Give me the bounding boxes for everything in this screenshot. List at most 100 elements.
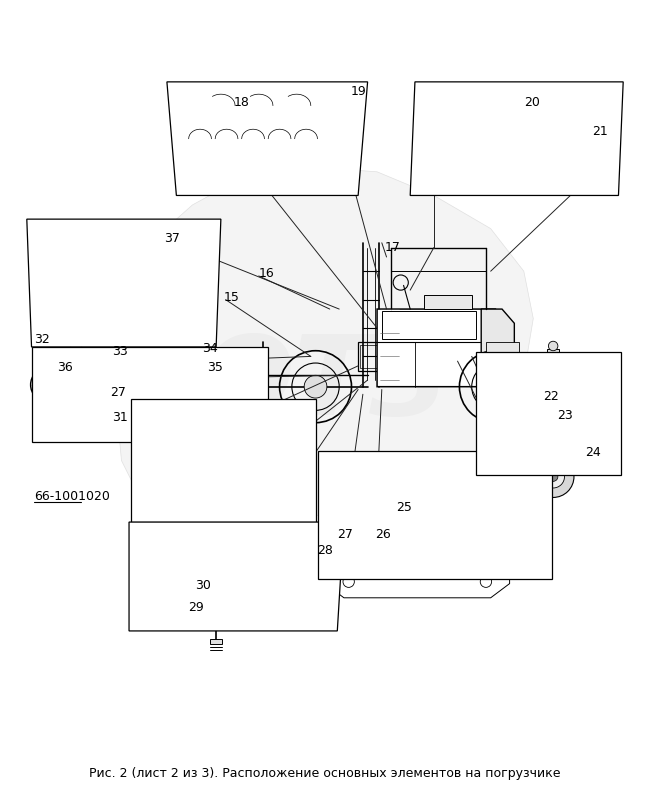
Bar — [70, 376, 107, 392]
Polygon shape — [499, 368, 619, 377]
Text: 66-1001020: 66-1001020 — [34, 490, 110, 503]
Text: 29: 29 — [188, 601, 203, 614]
Bar — [302, 96, 328, 110]
Text: 17: 17 — [385, 241, 400, 254]
Circle shape — [64, 318, 74, 328]
Polygon shape — [318, 451, 552, 579]
Bar — [197, 106, 335, 162]
Polygon shape — [481, 309, 514, 387]
Polygon shape — [325, 560, 510, 598]
Circle shape — [574, 145, 587, 157]
Circle shape — [174, 380, 190, 395]
Polygon shape — [607, 368, 619, 453]
Text: 31: 31 — [112, 411, 128, 425]
Text: 28: 28 — [317, 544, 333, 557]
Text: 22: 22 — [543, 390, 558, 403]
Circle shape — [163, 384, 171, 391]
Bar — [216, 425, 265, 441]
Text: 26: 26 — [375, 528, 391, 541]
Circle shape — [213, 619, 219, 624]
Text: 15: 15 — [224, 291, 240, 304]
Bar — [424, 295, 472, 309]
Polygon shape — [167, 82, 368, 195]
Circle shape — [532, 456, 574, 498]
Text: 19: 19 — [350, 85, 367, 98]
Circle shape — [61, 376, 78, 392]
Circle shape — [377, 541, 387, 550]
Bar — [70, 376, 126, 392]
Polygon shape — [178, 475, 273, 503]
Circle shape — [64, 379, 74, 388]
Polygon shape — [164, 555, 249, 612]
Polygon shape — [27, 219, 221, 347]
Bar — [207, 157, 287, 172]
Circle shape — [192, 384, 199, 391]
Text: 37: 37 — [164, 232, 180, 245]
Text: 23: 23 — [557, 409, 573, 422]
Circle shape — [549, 472, 558, 481]
Text: 32: 32 — [34, 333, 50, 346]
Circle shape — [70, 339, 82, 351]
Polygon shape — [70, 283, 186, 314]
Polygon shape — [346, 489, 383, 545]
Polygon shape — [129, 522, 344, 631]
Polygon shape — [218, 563, 244, 604]
Polygon shape — [145, 413, 169, 508]
Circle shape — [231, 452, 258, 479]
Text: 20: 20 — [524, 96, 539, 110]
Text: 25: 25 — [396, 501, 412, 515]
Polygon shape — [476, 352, 621, 475]
Bar — [547, 349, 559, 356]
Bar — [192, 101, 339, 167]
Text: 33: 33 — [112, 345, 128, 358]
Polygon shape — [32, 347, 268, 441]
Polygon shape — [164, 541, 263, 555]
Polygon shape — [330, 465, 519, 480]
Polygon shape — [159, 595, 268, 617]
Circle shape — [226, 380, 254, 408]
Polygon shape — [221, 357, 259, 432]
Circle shape — [549, 387, 558, 397]
Text: ОТЗ: ОТЗ — [200, 331, 450, 438]
Polygon shape — [543, 381, 563, 403]
Polygon shape — [249, 541, 263, 612]
Text: 27: 27 — [337, 528, 353, 541]
Polygon shape — [155, 229, 169, 280]
Text: 16: 16 — [259, 267, 274, 279]
Text: 21: 21 — [592, 125, 608, 137]
Circle shape — [209, 615, 223, 628]
Text: 30: 30 — [195, 579, 211, 592]
Bar — [486, 342, 519, 354]
Polygon shape — [174, 283, 186, 314]
Polygon shape — [145, 413, 302, 508]
Circle shape — [142, 380, 157, 395]
Polygon shape — [178, 563, 205, 604]
Circle shape — [304, 376, 327, 398]
Bar — [202, 96, 228, 110]
Circle shape — [146, 384, 153, 391]
Bar — [360, 345, 385, 368]
Bar — [382, 311, 476, 339]
Text: 36: 36 — [57, 361, 73, 374]
Text: Рис. 2 (лист 2 из 3). Расположение основных элементов на погрузчике: Рис. 2 (лист 2 из 3). Расположение основ… — [89, 768, 561, 781]
Circle shape — [159, 380, 174, 395]
Text: 27: 27 — [110, 386, 126, 399]
Circle shape — [484, 376, 507, 398]
Text: 35: 35 — [207, 361, 222, 374]
Bar — [211, 638, 222, 644]
Polygon shape — [499, 377, 607, 453]
Circle shape — [542, 465, 564, 488]
Circle shape — [232, 387, 248, 402]
Text: 34: 34 — [202, 342, 218, 356]
Polygon shape — [402, 489, 437, 545]
Circle shape — [239, 460, 250, 471]
Bar — [268, 96, 294, 110]
Polygon shape — [55, 229, 169, 280]
Bar — [358, 342, 387, 371]
Circle shape — [224, 445, 265, 486]
Circle shape — [31, 368, 64, 402]
Polygon shape — [434, 91, 562, 162]
Polygon shape — [377, 309, 495, 387]
Polygon shape — [443, 110, 547, 153]
Polygon shape — [112, 167, 533, 545]
